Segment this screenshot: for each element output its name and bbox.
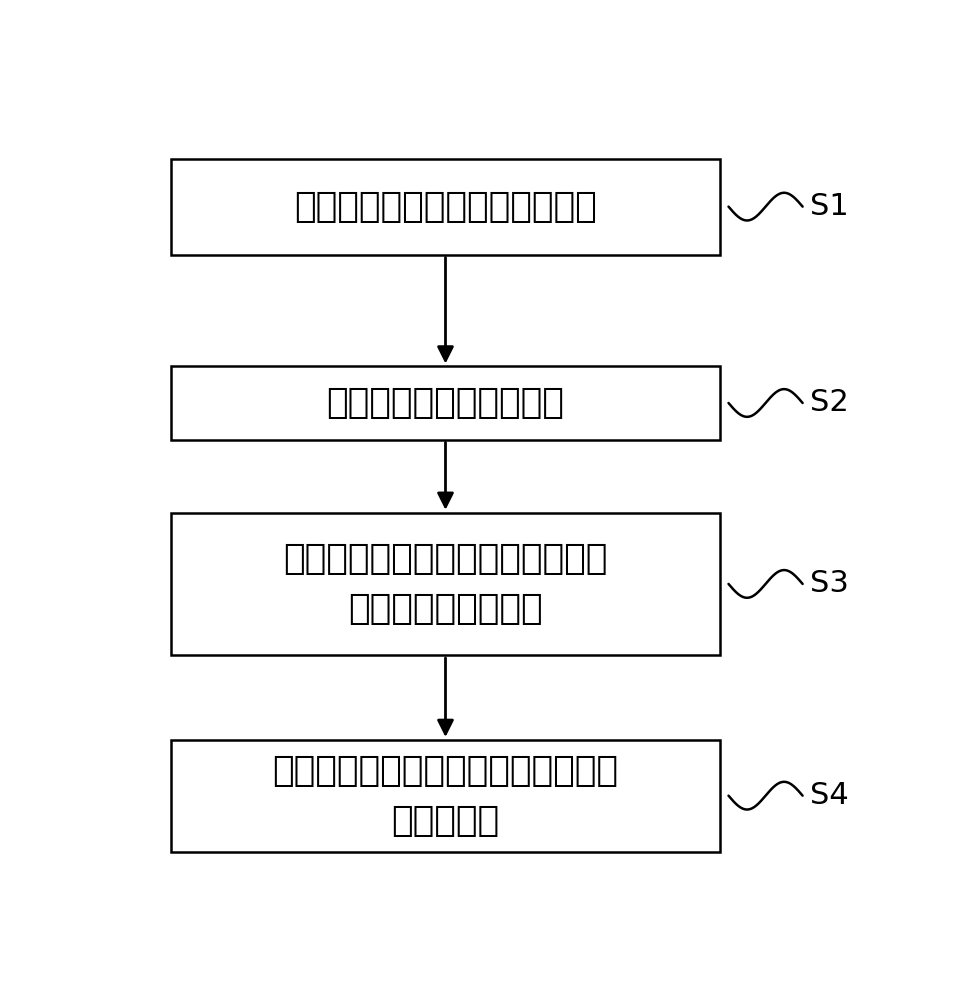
Text: S2: S2	[810, 388, 849, 417]
FancyBboxPatch shape	[171, 513, 720, 655]
Text: S3: S3	[810, 569, 849, 598]
Text: S1: S1	[810, 192, 849, 221]
FancyBboxPatch shape	[171, 158, 720, 255]
Text: S4: S4	[810, 781, 849, 810]
FancyBboxPatch shape	[171, 366, 720, 440]
Text: 制备训练数据集，获得细胞核图: 制备训练数据集，获得细胞核图	[294, 190, 597, 224]
Text: 基于细胞核分割网络模型的显著特
征进行自动识别操作: 基于细胞核分割网络模型的显著特 征进行自动识别操作	[283, 542, 608, 626]
Text: 训练并测试细胞核分割的网络模型，
分割细胞核: 训练并测试细胞核分割的网络模型， 分割细胞核	[272, 754, 619, 838]
Text: 搭建细胞核分割网络模型: 搭建细胞核分割网络模型	[327, 386, 564, 420]
FancyBboxPatch shape	[171, 740, 720, 852]
